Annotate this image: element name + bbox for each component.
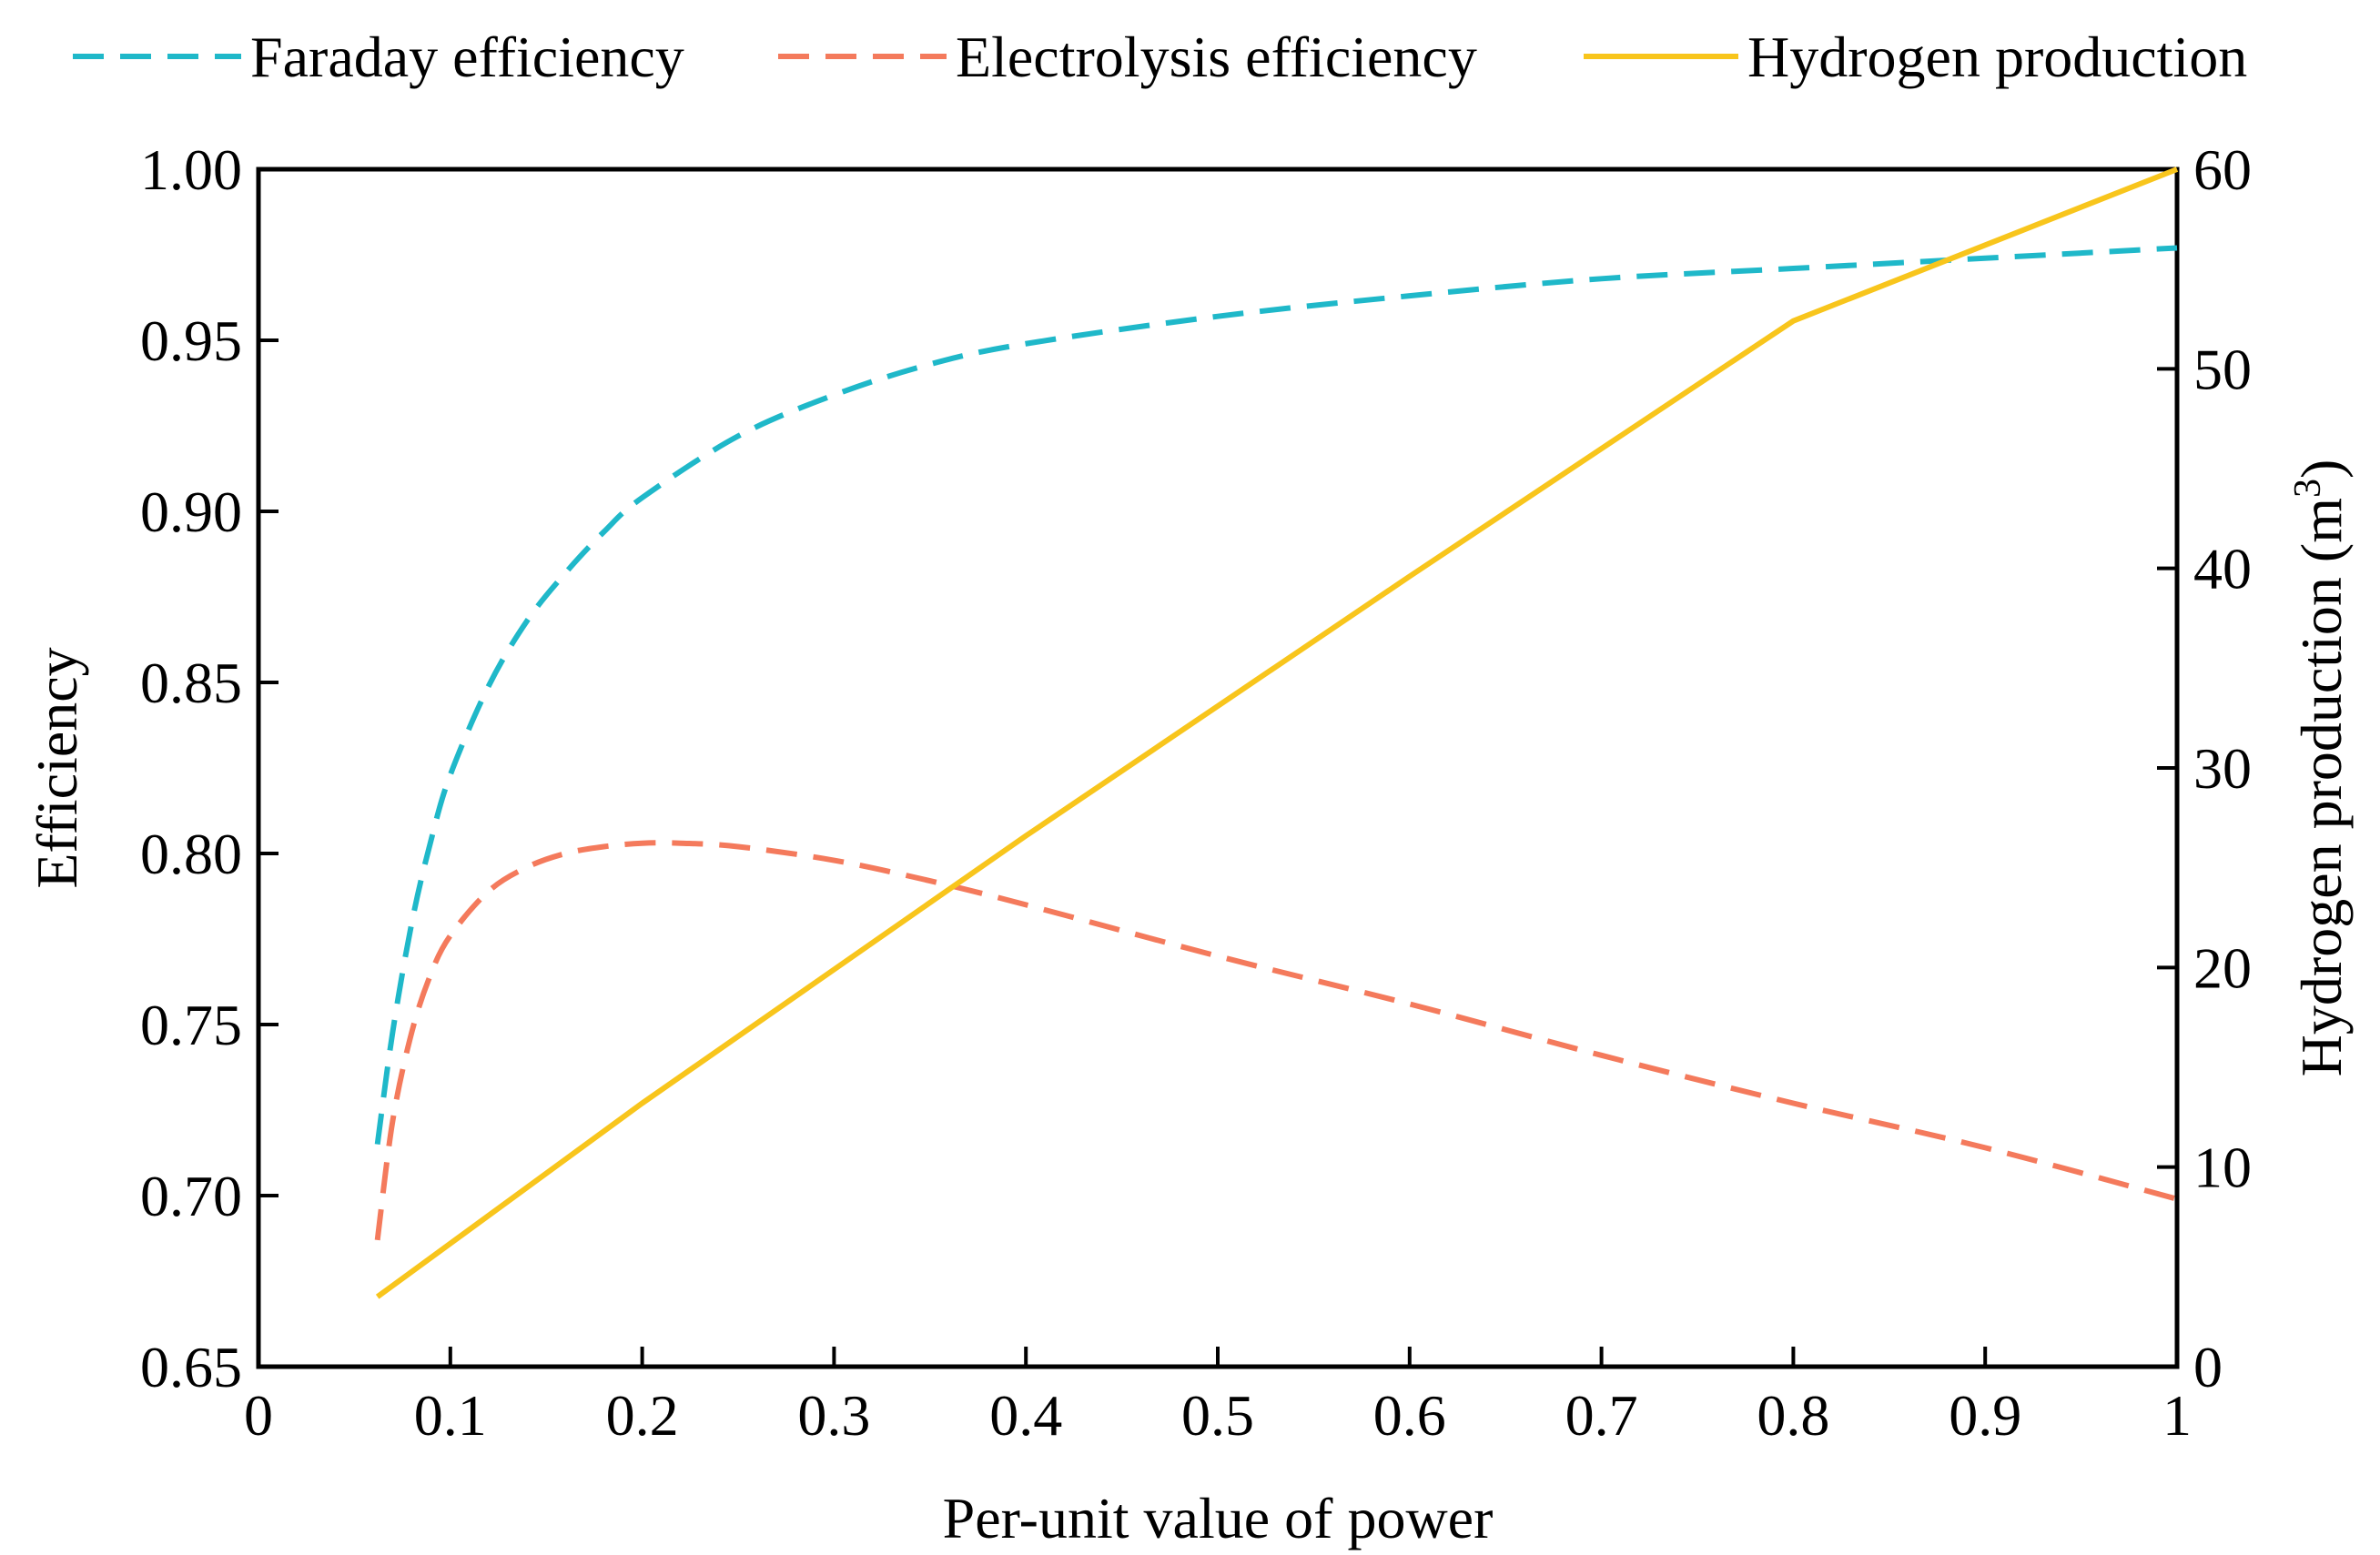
y-tick-label: 0.80 (140, 822, 242, 886)
y2-tick-label: 40 (2193, 537, 2252, 601)
x-axis: 0 0.1 0.2 0.3 0.4 0.5 0.6 0.7 0.8 0.9 1 (244, 1347, 2192, 1448)
y-tick-label: 0.75 (140, 993, 242, 1057)
y2-tick-label: 0 (2193, 1335, 2223, 1399)
x-tick-label: 1 (2162, 1383, 2192, 1448)
series-line-hydrogen (375, 167, 2179, 1299)
y2-axis-title-close: ) (2289, 459, 2354, 479)
x-tick-label: 0.4 (989, 1383, 1062, 1448)
x-tick-label: 0.6 (1373, 1383, 1446, 1448)
y2-axis-title-sup: 3 (2287, 479, 2329, 498)
legend-label-hydrogen: Hydrogen production (1747, 25, 2247, 89)
y2-tick-label: 10 (2193, 1136, 2252, 1200)
y-axis-title: Efficiency (25, 647, 89, 888)
legend: Faraday efficiency Electrolysis efficien… (73, 25, 2247, 89)
y2-tick-label: 60 (2193, 137, 2252, 202)
series-layer (374, 167, 2179, 1299)
legend-label-electrolysis: Electrolysis efficiency (956, 25, 1477, 89)
series-line-electrolysis (374, 840, 2178, 1241)
x-axis-title: Per-unit value of power (943, 1486, 1494, 1550)
x-tick-label: 0.2 (606, 1383, 679, 1448)
y2-axis-title-main: Hydrogen production (m (2289, 498, 2354, 1076)
series-line-faraday (374, 245, 2178, 1146)
y-axis-left: 0.65 0.70 0.75 0.80 0.85 0.90 0.95 1.00 (140, 137, 279, 1399)
y-tick-label: 1.00 (140, 137, 242, 202)
x-tick-label: 0.1 (414, 1383, 487, 1448)
x-tick-label: 0.8 (1757, 1383, 1829, 1448)
y2-axis-title: Hydrogen production (m3) (2287, 459, 2354, 1077)
x-tick-label: 0.5 (1181, 1383, 1254, 1448)
plot-frame (256, 167, 2180, 1369)
x-tick-label: 0.3 (797, 1383, 870, 1448)
y-tick-label: 0.70 (140, 1164, 242, 1228)
legend-label-faraday: Faraday efficiency (250, 25, 684, 89)
y2-tick-label: 30 (2193, 736, 2252, 801)
x-tick-label: 0.9 (1949, 1383, 2021, 1448)
x-tick-label: 0.7 (1565, 1383, 1638, 1448)
y2-tick-label: 20 (2193, 935, 2252, 1000)
y-tick-label: 0.90 (140, 480, 242, 544)
y-axis-right: 0 10 20 30 40 50 60 (2157, 137, 2252, 1399)
y2-tick-label: 50 (2193, 337, 2252, 401)
y-tick-label: 0.85 (140, 651, 242, 715)
y-tick-label: 0.95 (140, 308, 242, 373)
x-tick-label: 0 (244, 1383, 273, 1448)
y-tick-label: 0.65 (140, 1335, 242, 1399)
